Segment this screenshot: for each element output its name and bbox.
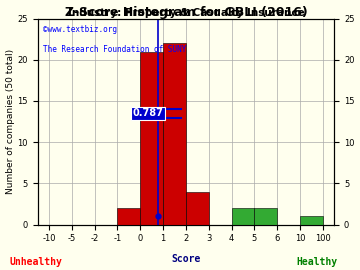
Bar xyxy=(140,52,163,225)
X-axis label: Score: Score xyxy=(171,254,201,264)
Bar xyxy=(231,208,255,225)
Y-axis label: Number of companies (50 total): Number of companies (50 total) xyxy=(5,49,14,194)
Bar xyxy=(117,208,140,225)
Text: ©www.textbiz.org: ©www.textbiz.org xyxy=(44,25,117,34)
Text: Industry: Property & Casualty Insurance: Industry: Property & Casualty Insurance xyxy=(68,8,304,18)
Bar xyxy=(255,208,277,225)
Text: Unhealthy: Unhealthy xyxy=(10,257,62,267)
Bar xyxy=(300,216,323,225)
Text: The Research Foundation of SUNY: The Research Foundation of SUNY xyxy=(44,45,187,54)
Text: Healthy: Healthy xyxy=(296,257,337,267)
Bar xyxy=(163,43,186,225)
Title: Z-Score Histogram for GBLI (2016): Z-Score Histogram for GBLI (2016) xyxy=(64,6,307,19)
Text: 0.787: 0.787 xyxy=(132,108,163,118)
Bar xyxy=(186,192,209,225)
